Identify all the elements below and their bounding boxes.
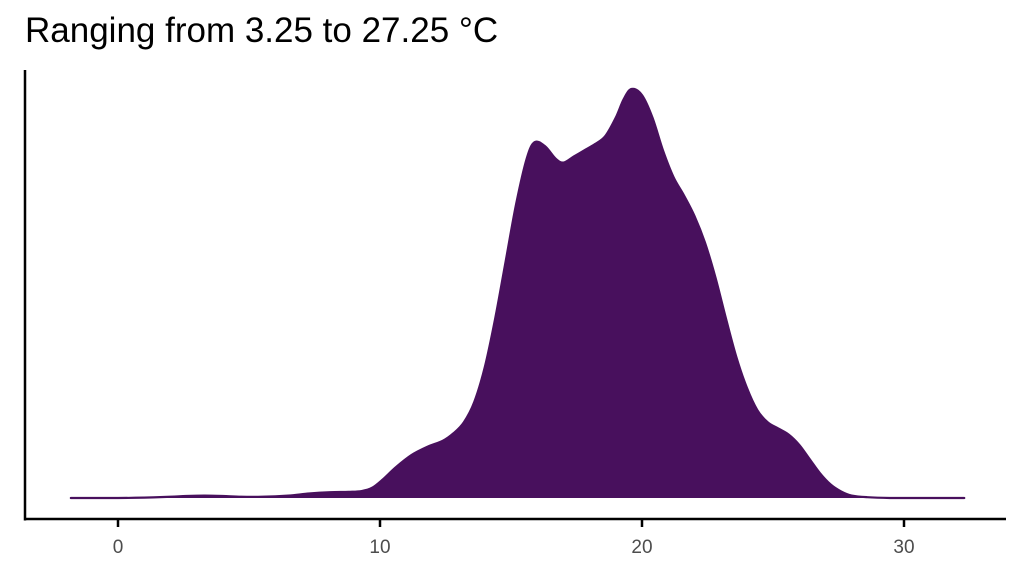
density-area [70,88,965,498]
x-tick-label-0: 0 [113,537,124,558]
x-tick-label-30: 30 [893,537,914,558]
x-tick-label-20: 20 [631,537,652,558]
density-curve [69,87,966,500]
chart-title: Ranging from 3.25 to 27.25 °C [25,11,499,50]
x-tick-label-10: 10 [369,537,390,558]
